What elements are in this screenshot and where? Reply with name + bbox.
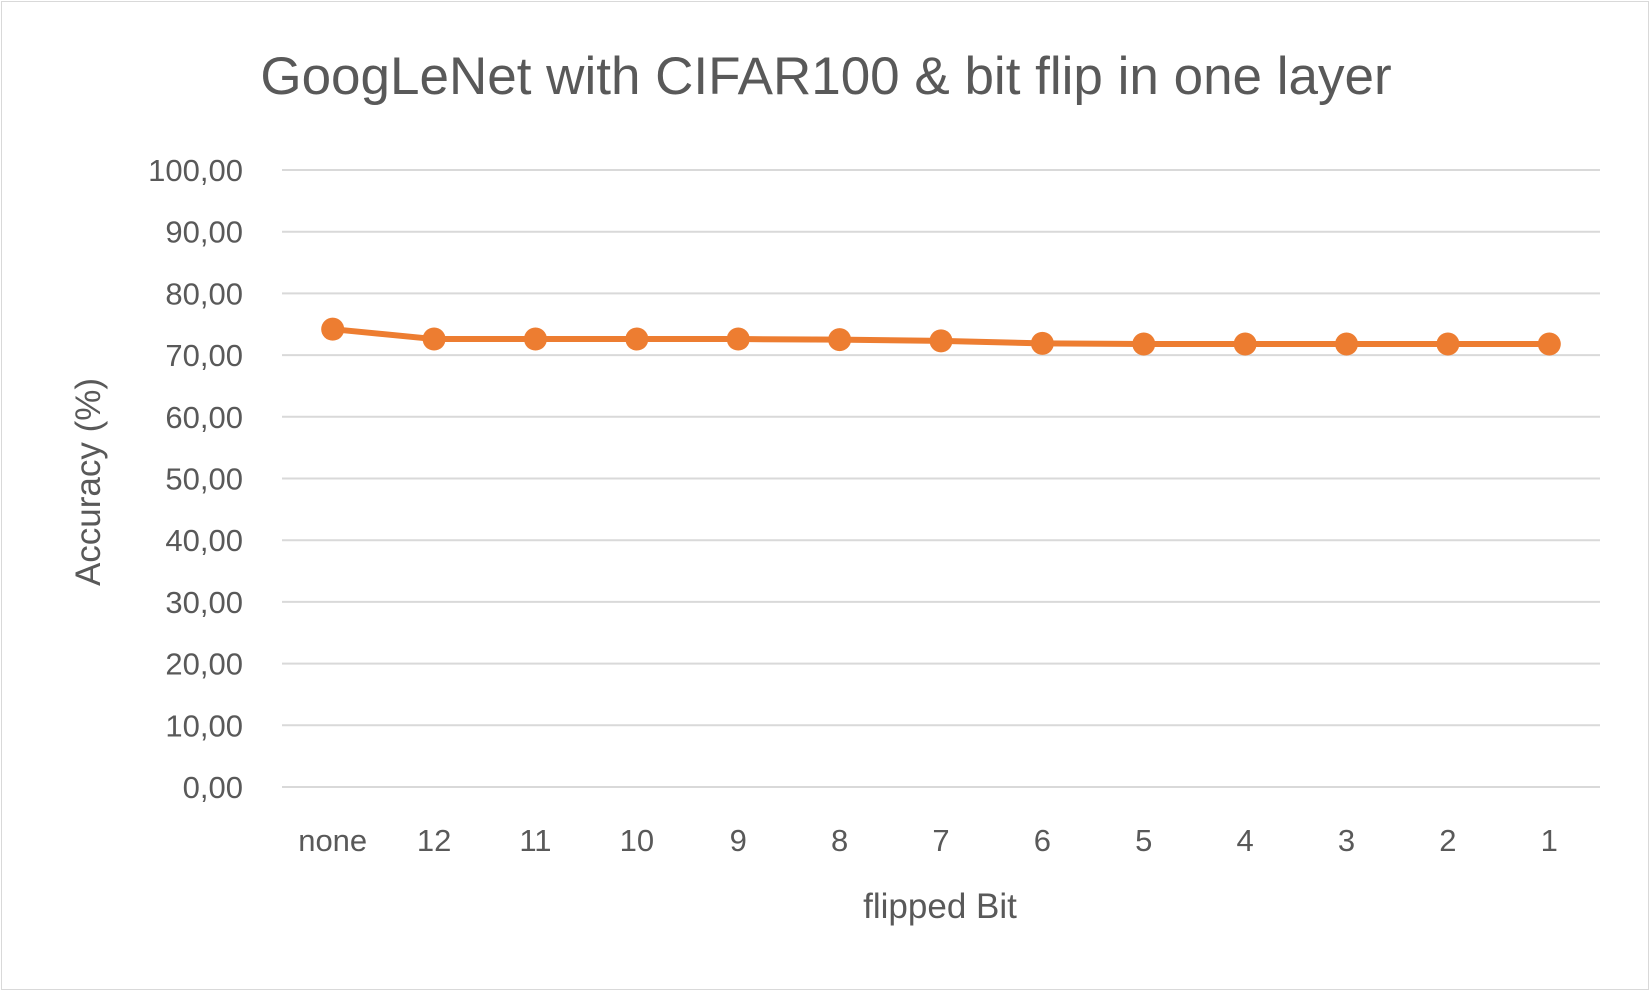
data-point	[1436, 332, 1460, 356]
y-tick-label: 10,00	[165, 708, 243, 743]
data-point	[321, 317, 345, 341]
y-tick-label: 30,00	[165, 585, 243, 620]
data-point	[1335, 332, 1359, 356]
y-tick-label: 20,00	[165, 647, 243, 682]
data-point	[1233, 332, 1257, 356]
x-tick-label: 1	[1541, 823, 1558, 858]
x-tick-label: 6	[1034, 823, 1051, 858]
data-point	[523, 327, 547, 351]
data-point	[828, 328, 852, 352]
x-tick-label: 7	[932, 823, 949, 858]
y-tick-label: 60,00	[165, 400, 243, 435]
data-point	[726, 327, 750, 351]
data-point	[1030, 331, 1054, 355]
chart-title: GoogLeNet with CIFAR100 & bit flip in on…	[260, 47, 1391, 106]
y-tick-label: 70,00	[165, 338, 243, 373]
y-axis-ticks: 0,00 10,00 20,00 30,00 40,00 50,00 60,00 70,00 8…	[148, 153, 243, 805]
data-point	[929, 329, 953, 353]
x-axis-ticks: none 12 11 10 9 8 7 6 5 4 3 2 1	[298, 823, 1558, 858]
x-tick-label: 5	[1135, 823, 1152, 858]
x-tick-label: 2	[1439, 823, 1456, 858]
x-tick-label: 11	[519, 823, 551, 858]
data-point	[1132, 332, 1156, 356]
y-tick-label: 50,00	[165, 462, 243, 497]
gridlines	[282, 169, 1600, 788]
x-tick-label: 8	[831, 823, 848, 858]
data-point	[625, 327, 649, 351]
y-axis-title: Accuracy (%)	[69, 378, 108, 586]
x-tick-label: 12	[417, 823, 451, 858]
y-tick-label: 40,00	[165, 523, 243, 558]
x-tick-label: 10	[620, 823, 654, 858]
y-tick-label: 0,00	[183, 770, 243, 805]
x-tick-label: none	[298, 823, 367, 858]
x-tick-label: 4	[1237, 823, 1254, 858]
y-tick-label: 100,00	[148, 153, 243, 188]
x-axis-title: flipped Bit	[863, 887, 1017, 926]
data-point	[1537, 332, 1561, 356]
x-tick-label: 9	[730, 823, 747, 858]
data-point	[422, 327, 446, 351]
y-tick-label: 90,00	[165, 215, 243, 250]
series-group	[321, 317, 1561, 356]
x-tick-label: 3	[1338, 823, 1355, 858]
y-tick-label: 80,00	[165, 276, 243, 311]
